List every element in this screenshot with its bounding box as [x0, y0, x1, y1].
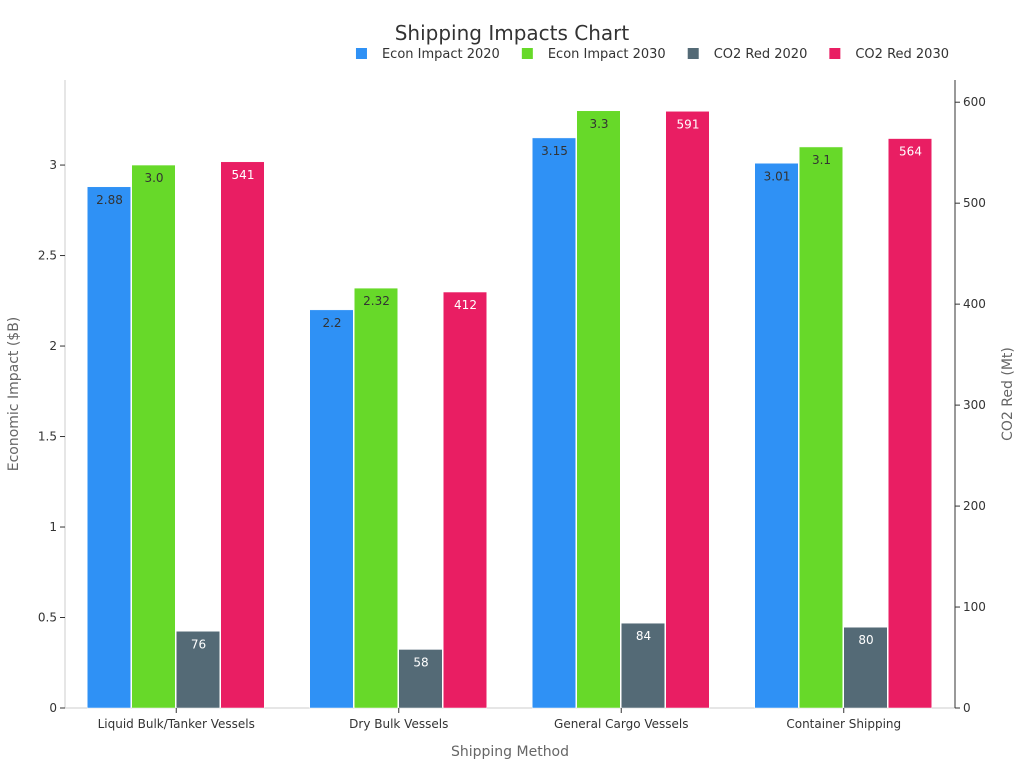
bar — [176, 631, 220, 709]
y-tick-label-right: 300 — [963, 398, 986, 412]
x-axis-label: Shipping Method — [451, 744, 569, 760]
legend-swatch — [687, 48, 699, 59]
y-tick-label-right: 0 — [963, 701, 971, 715]
bar-value-label: 2.2 — [322, 316, 341, 330]
y-tick-label-left: 1 — [49, 520, 57, 534]
bar — [131, 164, 176, 709]
x-tick-label: General Cargo Vessels — [554, 717, 688, 731]
bar — [532, 137, 576, 709]
bar-value-label: 84 — [636, 629, 651, 643]
legend-label: CO2 Red 2020 — [714, 47, 808, 62]
bar — [443, 291, 487, 709]
y-tick-label-right: 200 — [963, 499, 986, 513]
y-tick-label-right: 500 — [963, 196, 986, 210]
bar-value-label: 564 — [899, 145, 922, 159]
bar — [621, 622, 665, 709]
bar-value-label: 2.32 — [363, 294, 390, 308]
y-tick-label-left: 2.5 — [38, 249, 57, 263]
legend-swatch — [355, 48, 367, 59]
x-tick-label: Liquid Bulk/Tanker Vessels — [98, 717, 255, 731]
bar — [398, 649, 443, 709]
bar — [220, 161, 265, 709]
y-tick-label-left: 0.5 — [38, 611, 57, 625]
bar-value-label: 58 — [413, 655, 428, 669]
bar — [87, 186, 131, 709]
x-tick-label: Dry Bulk Vessels — [349, 717, 448, 731]
legend-label: CO2 Red 2030 — [855, 47, 949, 62]
bar-value-label: 3.15 — [541, 144, 568, 158]
y-axis-left-label: Economic Impact ($B) — [6, 317, 22, 472]
bar — [309, 309, 354, 709]
bar — [799, 146, 843, 709]
plot-area: 0 0.5 1 1.5 2 2.5 3 0 100 200 300 400 500 600 2.88 3.0 7… — [38, 80, 986, 731]
bar — [576, 110, 621, 709]
bar — [888, 138, 932, 709]
bar-value-label: 541 — [232, 168, 255, 182]
bar-value-label: 591 — [677, 117, 700, 131]
y-tick-label-left: 1.5 — [38, 430, 57, 444]
legend-item: Econ Impact 2020 — [355, 47, 500, 62]
bar-value-label: 3.1 — [812, 153, 831, 167]
bar — [843, 626, 888, 709]
y-tick-label-left: 3 — [49, 158, 57, 172]
legend-item: Econ Impact 2030 — [521, 47, 666, 62]
bar-value-label: 76 — [191, 637, 206, 651]
legend-item: CO2 Red 2030 — [829, 47, 949, 62]
bar — [665, 111, 710, 709]
x-tick-label: Container Shipping — [786, 717, 901, 731]
y-tick-label-left: 0 — [49, 701, 57, 715]
legend-label: Econ Impact 2020 — [382, 47, 500, 62]
legend-swatch — [521, 48, 533, 59]
bar-value-label: 2.88 — [96, 193, 123, 207]
legend-item: CO2 Red 2020 — [687, 47, 808, 62]
legend: Econ Impact 2020 Econ Impact 2030 CO2 Red … — [355, 47, 949, 62]
bar-value-label: 3.0 — [144, 171, 163, 185]
legend-swatch — [829, 48, 841, 59]
y-tick-label-left: 2 — [49, 339, 57, 353]
y-tick-label-right: 100 — [963, 600, 986, 614]
chart-title: Shipping Impacts Chart — [395, 21, 630, 45]
bar-value-label: 412 — [454, 298, 477, 312]
bar-value-label: 3.01 — [764, 169, 791, 183]
bar-value-label: 3.3 — [589, 117, 608, 131]
bar — [754, 163, 799, 709]
y-axis-right-label: CO2 Red (Mt) — [1000, 347, 1016, 441]
y-tick-label-right: 400 — [963, 297, 986, 311]
bar — [354, 287, 398, 709]
bar-value-label: 80 — [858, 633, 873, 647]
legend-label: Econ Impact 2030 — [548, 47, 666, 62]
y-tick-label-right: 600 — [963, 95, 986, 109]
